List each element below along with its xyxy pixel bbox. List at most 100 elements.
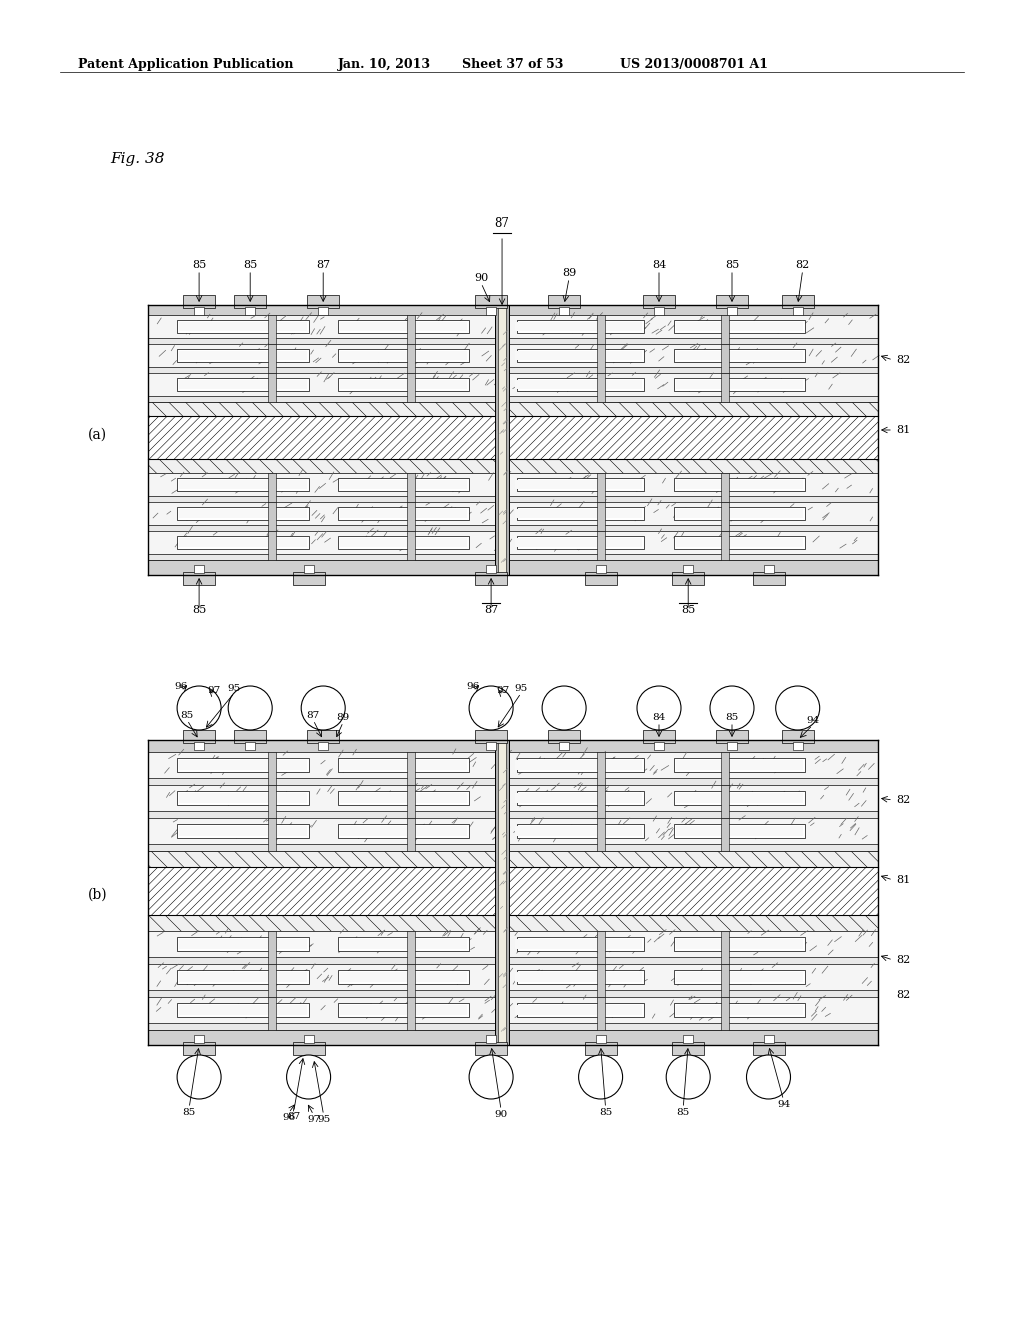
Polygon shape bbox=[340, 760, 467, 770]
Polygon shape bbox=[407, 997, 415, 1030]
Polygon shape bbox=[497, 305, 507, 576]
Polygon shape bbox=[674, 1003, 805, 1018]
Polygon shape bbox=[177, 758, 308, 772]
Polygon shape bbox=[268, 531, 276, 560]
Polygon shape bbox=[517, 937, 644, 952]
Polygon shape bbox=[148, 777, 878, 785]
Polygon shape bbox=[179, 380, 306, 389]
Polygon shape bbox=[407, 964, 415, 997]
Polygon shape bbox=[674, 321, 805, 333]
Polygon shape bbox=[407, 315, 415, 345]
Polygon shape bbox=[781, 730, 814, 743]
Polygon shape bbox=[497, 741, 507, 1045]
Polygon shape bbox=[179, 1005, 306, 1015]
Polygon shape bbox=[268, 997, 276, 1030]
Polygon shape bbox=[268, 315, 276, 345]
Polygon shape bbox=[338, 970, 469, 985]
Polygon shape bbox=[245, 742, 255, 750]
Polygon shape bbox=[148, 1023, 878, 1030]
Polygon shape bbox=[177, 321, 308, 333]
Polygon shape bbox=[307, 730, 339, 743]
Polygon shape bbox=[486, 1035, 496, 1043]
Polygon shape bbox=[597, 931, 604, 964]
Polygon shape bbox=[495, 305, 498, 576]
Polygon shape bbox=[515, 322, 642, 331]
Polygon shape bbox=[517, 758, 644, 772]
Text: 85: 85 bbox=[180, 711, 194, 719]
Polygon shape bbox=[764, 565, 773, 573]
Polygon shape bbox=[676, 480, 803, 488]
Polygon shape bbox=[793, 308, 803, 315]
Polygon shape bbox=[517, 378, 644, 391]
Polygon shape bbox=[515, 826, 642, 836]
Polygon shape bbox=[676, 510, 803, 517]
Polygon shape bbox=[179, 972, 306, 982]
Polygon shape bbox=[303, 565, 313, 573]
Polygon shape bbox=[338, 507, 469, 520]
Polygon shape bbox=[676, 351, 803, 360]
Polygon shape bbox=[195, 565, 204, 573]
Polygon shape bbox=[721, 785, 729, 818]
Text: 95: 95 bbox=[317, 1115, 330, 1125]
Polygon shape bbox=[793, 742, 803, 750]
Polygon shape bbox=[303, 1035, 313, 1043]
Polygon shape bbox=[148, 338, 878, 345]
Polygon shape bbox=[407, 931, 415, 964]
Polygon shape bbox=[293, 1041, 325, 1055]
Polygon shape bbox=[268, 502, 276, 531]
Polygon shape bbox=[268, 752, 276, 785]
Text: 87: 87 bbox=[495, 216, 510, 230]
Text: 84: 84 bbox=[652, 260, 667, 271]
Polygon shape bbox=[183, 730, 215, 743]
Polygon shape bbox=[683, 565, 693, 573]
Text: 85: 85 bbox=[243, 260, 257, 271]
Polygon shape bbox=[721, 997, 729, 1030]
Circle shape bbox=[177, 1055, 221, 1100]
Polygon shape bbox=[338, 321, 469, 333]
Polygon shape bbox=[781, 294, 814, 308]
Polygon shape bbox=[340, 480, 467, 488]
Polygon shape bbox=[506, 305, 509, 576]
Text: 85: 85 bbox=[677, 1107, 690, 1117]
Text: Fig. 38: Fig. 38 bbox=[110, 152, 165, 166]
Text: 87: 87 bbox=[316, 260, 331, 271]
Polygon shape bbox=[517, 791, 644, 805]
Polygon shape bbox=[338, 1003, 469, 1018]
Polygon shape bbox=[674, 536, 805, 549]
Polygon shape bbox=[338, 791, 469, 805]
Text: 84: 84 bbox=[652, 713, 666, 722]
Polygon shape bbox=[318, 742, 329, 750]
Polygon shape bbox=[340, 826, 467, 836]
Polygon shape bbox=[148, 957, 878, 964]
Polygon shape bbox=[716, 294, 748, 308]
Polygon shape bbox=[338, 350, 469, 362]
Polygon shape bbox=[148, 367, 878, 374]
Polygon shape bbox=[517, 321, 644, 333]
Text: 82: 82 bbox=[896, 355, 910, 366]
Polygon shape bbox=[721, 964, 729, 997]
Polygon shape bbox=[148, 459, 878, 473]
Polygon shape bbox=[753, 1041, 784, 1055]
Polygon shape bbox=[716, 730, 748, 743]
Polygon shape bbox=[148, 785, 878, 810]
Polygon shape bbox=[318, 308, 329, 315]
Text: Patent Application Publication: Patent Application Publication bbox=[78, 58, 294, 71]
Polygon shape bbox=[340, 322, 467, 331]
Polygon shape bbox=[515, 510, 642, 517]
Circle shape bbox=[710, 686, 754, 730]
Polygon shape bbox=[177, 1003, 308, 1018]
Circle shape bbox=[579, 1055, 623, 1100]
Polygon shape bbox=[407, 531, 415, 560]
Polygon shape bbox=[515, 793, 642, 803]
Polygon shape bbox=[195, 308, 204, 315]
Circle shape bbox=[469, 686, 513, 730]
Polygon shape bbox=[407, 785, 415, 818]
Polygon shape bbox=[515, 539, 642, 546]
Circle shape bbox=[667, 1055, 711, 1100]
Polygon shape bbox=[234, 294, 266, 308]
Text: 87: 87 bbox=[287, 1111, 300, 1121]
Polygon shape bbox=[559, 308, 569, 315]
Polygon shape bbox=[597, 374, 604, 403]
Text: 94: 94 bbox=[806, 715, 819, 725]
Polygon shape bbox=[654, 308, 664, 315]
